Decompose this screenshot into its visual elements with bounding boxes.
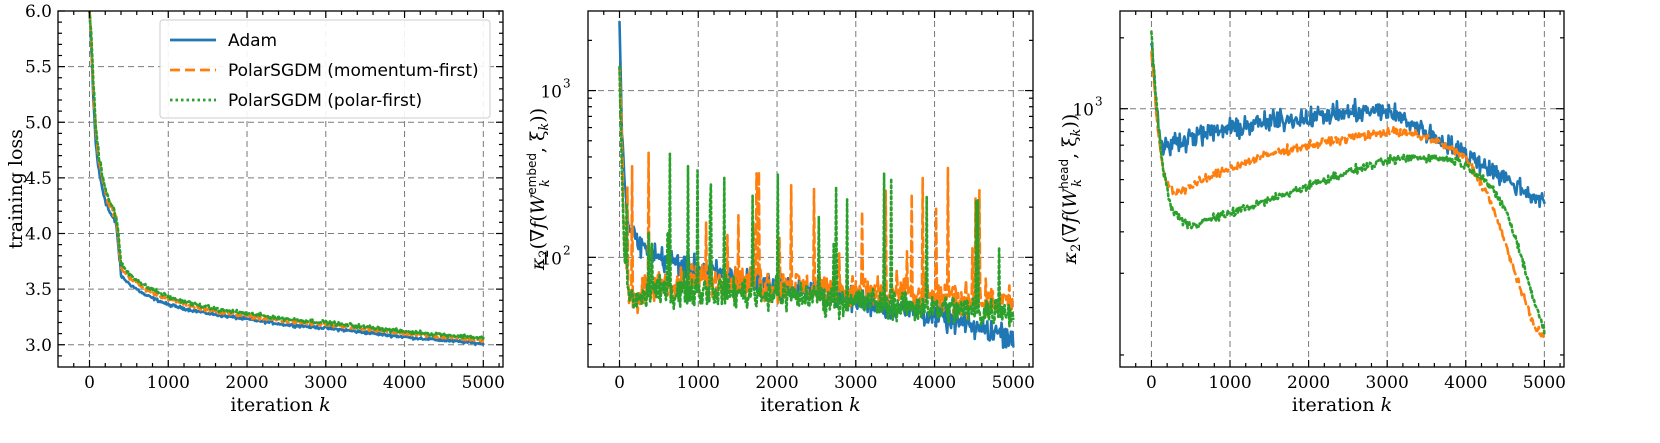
y-tick-label: 10 bbox=[540, 249, 562, 269]
x-axis-label: iteration k bbox=[230, 394, 330, 416]
series-line-polarsgdm-polar-first bbox=[618, 65, 1015, 329]
y-tick-exponent: 2 bbox=[563, 243, 571, 257]
y-tick-label: 3.0 bbox=[25, 336, 52, 356]
x-tick-label: 5000 bbox=[462, 373, 505, 393]
x-tick-label: 0 bbox=[1146, 373, 1157, 393]
y-tick-label: 6.0 bbox=[25, 2, 52, 22]
x-tick-label: 3000 bbox=[1366, 373, 1409, 393]
x-tick-label: 4000 bbox=[913, 373, 956, 393]
y-tick-exponent: 3 bbox=[1095, 95, 1103, 109]
x-tick-label: 1000 bbox=[1208, 373, 1251, 393]
panel-kappa-head: 0 1000 2000 3000 4000 5000 10 3 iteration k κ2(… bbox=[1057, 10, 1566, 416]
series-layer bbox=[618, 20, 1015, 350]
y-tick-label: 10 bbox=[1072, 101, 1094, 121]
x-tick-label: 2000 bbox=[755, 373, 798, 393]
series-line-adam bbox=[88, 11, 485, 347]
y-tick-label: 10 bbox=[540, 83, 562, 103]
y-tick-label: 5.0 bbox=[25, 113, 52, 133]
legend-box bbox=[159, 19, 491, 119]
series-layer bbox=[88, 11, 485, 347]
y-tick-label: 4.0 bbox=[25, 225, 52, 245]
series-line-polarsgdm-momentum-first bbox=[1150, 50, 1546, 340]
x-tick-label: 1000 bbox=[147, 373, 190, 393]
ticks: 0 1000 2000 3000 4000 5000 10 3 bbox=[1072, 11, 1566, 393]
x-tick-label: 2000 bbox=[1287, 373, 1330, 393]
x-axis-label: iteration k bbox=[760, 394, 860, 416]
panel-training-loss: 0 1000 2000 3000 4000 5000 3.0 3.5 4.0 4.5 5.0 5.5 6… bbox=[5, 2, 505, 416]
x-tick-label: 5000 bbox=[1523, 373, 1566, 393]
y-tick-label: 5.5 bbox=[25, 58, 52, 78]
x-tick-label: 3000 bbox=[304, 373, 347, 393]
x-tick-label: 0 bbox=[614, 373, 625, 393]
y-tick-label: 4.5 bbox=[25, 169, 52, 189]
x-tick-label: 4000 bbox=[383, 373, 426, 393]
x-tick-label: 2000 bbox=[225, 373, 268, 393]
legend-label: PolarSGDM (momentum-first) bbox=[228, 61, 479, 81]
x-tick-label: 5000 bbox=[992, 373, 1035, 393]
legend-label: Adam bbox=[228, 31, 277, 51]
x-tick-label: 1000 bbox=[677, 373, 720, 393]
series-layer bbox=[1150, 30, 1546, 340]
x-tick-label: 0 bbox=[84, 373, 95, 393]
plot-frame bbox=[587, 10, 1034, 368]
y-axis-label: κ2(∇f(Wembedk, ξk)) bbox=[525, 108, 553, 271]
y-tick-label: 3.5 bbox=[25, 280, 52, 300]
x-tick-label: 4000 bbox=[1444, 373, 1487, 393]
series-line-polarsgdm-momentum-first bbox=[618, 66, 1015, 321]
y-axis-label: κ2(∇f(Wheadk, ξk)) bbox=[1057, 114, 1085, 266]
x-axis-label: iteration k bbox=[1292, 394, 1392, 416]
legend: Adam PolarSGDM (momentum-first) PolarSGDM … bbox=[159, 19, 491, 119]
grid bbox=[1120, 11, 1564, 367]
series-line-adam bbox=[1150, 42, 1546, 209]
ticks: 0 1000 2000 3000 4000 5000 3.0 3.5 4.0 4.5 5.0 5.5 6… bbox=[25, 2, 505, 393]
series-line-polarsgdm-polar-first bbox=[88, 11, 485, 341]
y-tick-exponent: 3 bbox=[563, 77, 571, 91]
y-axis-label: training loss bbox=[5, 129, 27, 249]
legend-label: PolarSGDM (polar-first) bbox=[228, 91, 422, 111]
x-tick-label: 3000 bbox=[834, 373, 877, 393]
series-line-polarsgdm-polar-first bbox=[1150, 30, 1546, 335]
plot-frame bbox=[1119, 10, 1565, 368]
